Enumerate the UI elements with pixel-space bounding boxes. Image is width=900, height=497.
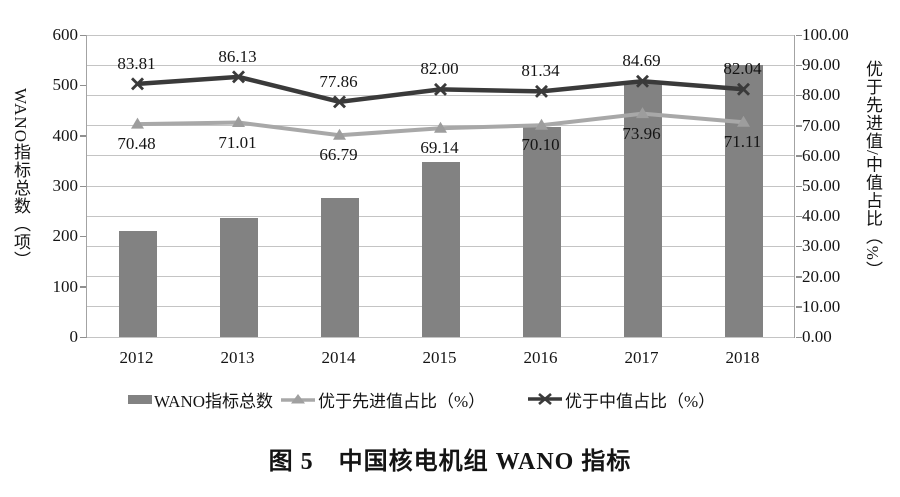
legend-item-median-series: 优于中值占比（%） [527, 388, 716, 411]
bar-2012 [118, 231, 157, 337]
triangle-line-icon [281, 394, 315, 404]
triangle-marker [636, 107, 649, 119]
left-axis-tick-label: 200 [52, 226, 79, 246]
bar-2015 [421, 161, 460, 337]
legend-label: 优于先进值占比（%） [318, 391, 486, 411]
right-axis-tick [795, 276, 802, 278]
gridline [87, 34, 794, 36]
x-axis-label-2016: 2016 [523, 348, 558, 367]
left-axis-title: WANO指标总数（项） [11, 88, 30, 269]
x-marker [131, 77, 144, 91]
x-axis-label-2017: 2017 [624, 348, 659, 367]
triangle-marker [737, 115, 750, 127]
triangle-marker [131, 117, 144, 129]
right-axis-tick-label: 50.00 [802, 176, 841, 195]
right-axis-tick-label: 60.00 [802, 145, 841, 165]
right-axis-tick-label: 0.00 [802, 327, 832, 346]
median-series-label-2017: 84.69 [622, 51, 661, 71]
legend: WANO指标总数 优于先进值占比（%） 优于中值占比（%） [0, 388, 900, 412]
advanced-series-label-2012: 70.48 [117, 134, 156, 154]
median-series-label-2012: 83.81 [117, 53, 156, 73]
triangle-marker [333, 128, 346, 140]
advanced-series-label-2015: 69.14 [420, 138, 459, 158]
plot-area [79, 34, 802, 338]
triangle-marker [434, 121, 447, 133]
median-series-label-2016: 81.34 [521, 61, 560, 81]
left-axis-tick [79, 286, 86, 288]
left-axis-tick [79, 336, 86, 338]
median-series-label-2013: 86.13 [218, 46, 257, 66]
left-axis-tick-label: 600 [52, 25, 79, 44]
right-axis-tick-label: 10.00 [802, 296, 841, 316]
right-axis-tick [795, 34, 802, 36]
x-marker [636, 74, 649, 88]
x-marker [434, 82, 447, 96]
line-series-svg [131, 70, 750, 140]
x-axis-label-2014: 2014 [321, 348, 356, 367]
right-axis-tick [795, 185, 802, 187]
left-axis-tick-label: 100 [52, 276, 79, 296]
legend-label: WANO指标总数 [154, 391, 273, 411]
bar-2018 [724, 65, 763, 337]
x-axis-label-2013: 2013 [220, 348, 255, 367]
bar-2014 [320, 197, 359, 337]
x-marker [535, 84, 548, 98]
triangle-marker [232, 116, 245, 128]
left-axis-tick [79, 34, 86, 36]
advanced-series-label-2014: 66.79 [319, 145, 358, 165]
legend-item-bar-series: WANO指标总数 [128, 388, 273, 411]
bar-swatch-icon [128, 394, 152, 404]
right-axis-tick-label: 100.00 [802, 25, 849, 44]
figure-caption: 图 5 中国核电机组 WANO 指标 [268, 449, 632, 475]
right-axis-tick [795, 155, 802, 157]
legend-label: 优于中值占比（%） [565, 391, 716, 411]
right-axis-tick-label: 30.00 [802, 236, 841, 256]
right-axis-tick-label: 80.00 [802, 85, 841, 105]
x-marker [333, 95, 346, 109]
advanced-series-label-2018: 71.11 [723, 132, 762, 152]
bar-2016 [522, 126, 561, 337]
left-axis-tick [79, 185, 86, 187]
left-axis-tick-label: 300 [52, 176, 79, 195]
left-axis-tick-label: 0 [69, 327, 79, 346]
x-line-icon [528, 393, 562, 405]
median-series-label-2018: 82.04 [723, 59, 762, 79]
right-axis-tick-label: 70.00 [802, 115, 841, 135]
right-axis-tick [795, 306, 802, 308]
right-axis-tick [795, 245, 802, 248]
left-axis-tick-label: 400 [52, 125, 79, 145]
gridline [87, 64, 794, 66]
right-axis-tick [795, 94, 802, 97]
legend-item-advanced-series: 优于先进值占比（%） [280, 388, 486, 411]
advanced-series-label-2017: 73.96 [622, 123, 661, 143]
bar-2013 [219, 218, 258, 337]
right-axis-tick [795, 125, 802, 127]
x-axis-label-2012: 2012 [119, 348, 154, 367]
left-axis-tick [79, 84, 86, 87]
right-axis-tick-label: 20.00 [802, 266, 841, 286]
right-axis-tick-label: 40.00 [802, 206, 841, 226]
left-axis-tick [79, 135, 86, 137]
triangle-marker [535, 118, 548, 130]
x-marker [232, 70, 245, 84]
right-axis-tick-label: 90.00 [802, 55, 841, 75]
right-axis-tick [795, 64, 802, 67]
median-series-label-2014: 77.86 [319, 71, 358, 91]
gridline [87, 94, 794, 96]
median-series-label-2015: 82.00 [420, 59, 459, 79]
gridline [87, 336, 794, 338]
right-axis-title: 优于先进值/中值占比（%） [863, 60, 882, 279]
advanced-series-label-2016: 70.10 [521, 135, 560, 155]
x-axis-label-2015: 2015 [422, 348, 457, 367]
left-axis-tick [79, 235, 86, 238]
left-axis-tick-label: 500 [52, 75, 79, 95]
gridline [87, 155, 794, 157]
advanced-series-label-2013: 71.01 [218, 132, 257, 152]
x-marker [737, 82, 750, 96]
right-axis-tick [795, 215, 802, 218]
right-axis-tick [795, 336, 802, 338]
bar-2017 [623, 82, 662, 337]
x-axis-label-2018: 2018 [725, 348, 760, 367]
